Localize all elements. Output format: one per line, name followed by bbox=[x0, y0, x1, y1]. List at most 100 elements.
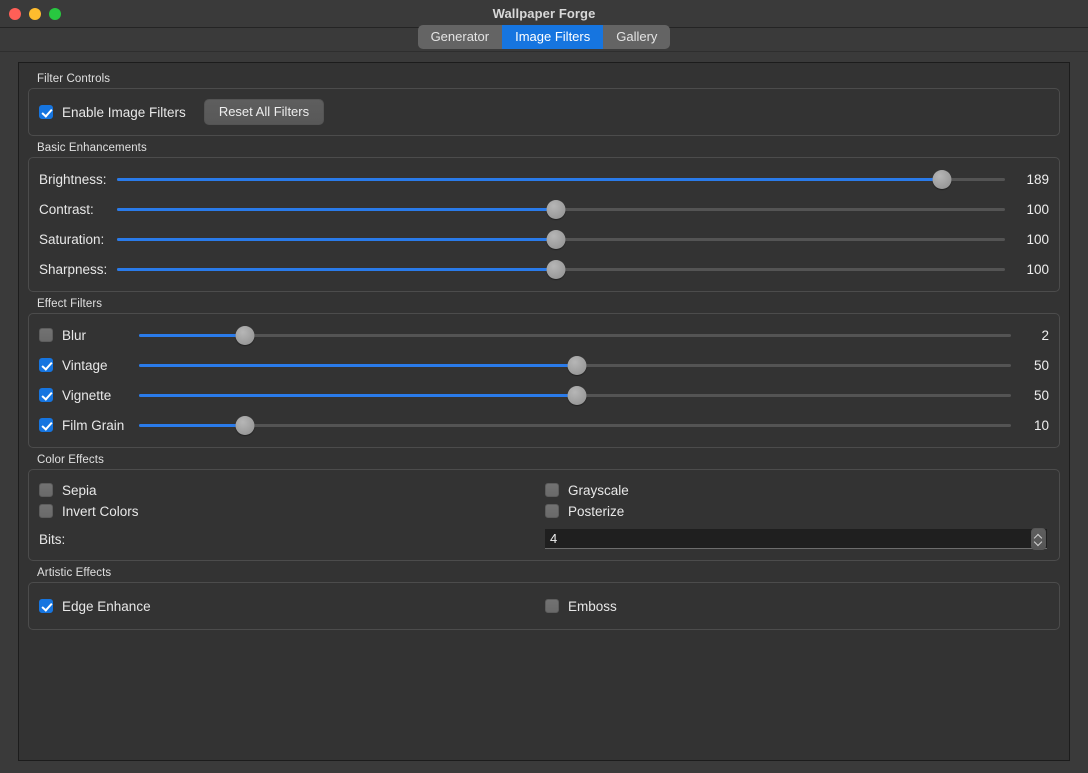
label-blur: Blur bbox=[62, 327, 87, 343]
image-filters-panel: Filter Controls Enable Image Filters Res… bbox=[18, 62, 1070, 761]
label-brightness: Brightness: bbox=[39, 171, 107, 187]
slider-fill-contrast bbox=[117, 207, 556, 211]
row-sepia: Sepia bbox=[39, 480, 545, 500]
maximize-button-icon[interactable] bbox=[49, 7, 61, 20]
group-title-effect-filters: Effect Filters bbox=[37, 298, 103, 310]
tab-gallery[interactable]: Gallery bbox=[603, 25, 671, 49]
slider-saturation[interactable] bbox=[117, 229, 1005, 249]
slider-thumb-vintage[interactable] bbox=[567, 355, 587, 375]
slider-thumb-blur[interactable] bbox=[235, 325, 254, 345]
group-title-artistic-effects: Artistic Effects bbox=[37, 567, 112, 579]
slider-film-grain[interactable] bbox=[139, 415, 1011, 435]
label-contrast: Contrast: bbox=[39, 201, 94, 217]
title-bar: Wallpaper Forge bbox=[0, 0, 1088, 27]
slider-vintage[interactable] bbox=[139, 355, 1011, 375]
slider-vignette[interactable] bbox=[139, 385, 1011, 405]
group-color-effects: Color Effects Sepia Invert Colors bbox=[28, 454, 1060, 561]
slider-fill-blur bbox=[139, 333, 245, 337]
slider-blur[interactable] bbox=[139, 325, 1011, 345]
group-body-artistic-effects: Edge Enhance Emboss bbox=[28, 582, 1060, 630]
value-film-grain: 10 bbox=[1033, 417, 1049, 433]
bits-stepper-buttons[interactable] bbox=[1031, 528, 1046, 550]
group-body-filter-controls: Enable Image Filters Reset All Filters bbox=[28, 88, 1060, 136]
label-grayscale: Grayscale bbox=[568, 482, 629, 498]
slider-thumb-brightness[interactable] bbox=[932, 169, 952, 189]
group-body-basic-enhancements: Brightness: 189 Contrast: 100 bbox=[28, 157, 1060, 292]
label-enable-image-filters: Enable Image Filters bbox=[62, 104, 186, 120]
chevron-down-icon[interactable] bbox=[1035, 540, 1042, 544]
traffic-lights bbox=[9, 7, 61, 20]
row-emboss: Emboss bbox=[545, 596, 1049, 616]
content-area: Filter Controls Enable Image Filters Res… bbox=[0, 52, 1088, 773]
slider-thumb-saturation[interactable] bbox=[546, 229, 566, 249]
tab-generator[interactable]: Generator bbox=[417, 25, 503, 49]
slider-row-sharpness: Sharpness: 100 bbox=[39, 258, 1049, 280]
checkbox-enable-image-filters[interactable] bbox=[39, 105, 53, 119]
slider-row-contrast: Contrast: 100 bbox=[39, 198, 1049, 220]
slider-thumb-contrast[interactable] bbox=[546, 199, 566, 219]
value-vignette: 50 bbox=[1033, 387, 1049, 403]
group-title-color-effects: Color Effects bbox=[37, 454, 104, 466]
value-brightness: 189 bbox=[1026, 171, 1049, 187]
group-filter-controls: Filter Controls Enable Image Filters Res… bbox=[28, 73, 1060, 136]
checkbox-edge-enhance[interactable] bbox=[39, 599, 53, 613]
slider-track-blur bbox=[139, 333, 1011, 337]
value-sharpness: 100 bbox=[1026, 261, 1049, 277]
value-saturation: 100 bbox=[1026, 231, 1049, 247]
minimize-button-icon[interactable] bbox=[29, 7, 41, 20]
value-contrast: 100 bbox=[1026, 201, 1049, 217]
label-film-grain: Film Grain bbox=[62, 417, 125, 433]
checkbox-invert-colors[interactable] bbox=[39, 504, 53, 518]
group-title-filter-controls: Filter Controls bbox=[37, 73, 111, 85]
slider-row-vignette: Vignette 50 bbox=[39, 384, 1049, 406]
group-effect-filters: Effect Filters Blur 2 Vintage bbox=[28, 298, 1060, 448]
slider-row-brightness: Brightness: 189 bbox=[39, 168, 1049, 190]
slider-fill-vignette bbox=[139, 393, 577, 397]
row-posterize: Posterize bbox=[545, 501, 1047, 521]
slider-brightness[interactable] bbox=[117, 169, 1005, 189]
label-invert-colors: Invert Colors bbox=[62, 503, 139, 519]
checkbox-blur[interactable] bbox=[39, 328, 53, 342]
slider-fill-film-grain bbox=[139, 423, 245, 427]
label-vignette: Vignette bbox=[62, 387, 112, 403]
checkbox-posterize[interactable] bbox=[545, 504, 559, 518]
row-invert-colors: Invert Colors bbox=[39, 501, 545, 521]
checkbox-film-grain[interactable] bbox=[39, 418, 53, 432]
group-body-color-effects: Sepia Invert Colors Grayscale bbox=[28, 469, 1060, 561]
slider-sharpness[interactable] bbox=[117, 259, 1005, 279]
slider-row-vintage: Vintage 50 bbox=[39, 354, 1049, 376]
label-emboss: Emboss bbox=[568, 598, 617, 614]
checkbox-grayscale[interactable] bbox=[545, 483, 559, 497]
slider-row-saturation: Saturation: 100 bbox=[39, 228, 1049, 250]
slider-thumb-sharpness[interactable] bbox=[546, 259, 566, 279]
slider-fill-vintage bbox=[139, 363, 577, 367]
reset-all-filters-button[interactable]: Reset All Filters bbox=[203, 99, 325, 125]
slider-contrast[interactable] bbox=[117, 199, 1005, 219]
value-vintage: 50 bbox=[1033, 357, 1049, 373]
group-title-basic-enhancements: Basic Enhancements bbox=[37, 142, 147, 154]
slider-row-blur: Blur 2 bbox=[39, 324, 1049, 346]
label-edge-enhance: Edge Enhance bbox=[62, 598, 151, 614]
value-blur: 2 bbox=[1041, 327, 1049, 343]
bits-stepper[interactable] bbox=[545, 528, 1047, 550]
checkbox-emboss[interactable] bbox=[545, 599, 559, 613]
slider-fill-brightness bbox=[117, 177, 942, 181]
slider-track-film-grain bbox=[139, 423, 1011, 427]
checkbox-sepia[interactable] bbox=[39, 483, 53, 497]
label-vintage: Vintage bbox=[62, 357, 108, 373]
row-grayscale: Grayscale bbox=[545, 480, 1047, 500]
label-sharpness: Sharpness: bbox=[39, 261, 108, 277]
label-bits: Bits: bbox=[39, 531, 66, 547]
close-button-icon[interactable] bbox=[9, 7, 21, 20]
tab-image-filters[interactable]: Image Filters bbox=[502, 25, 604, 49]
label-posterize: Posterize bbox=[568, 503, 625, 519]
checkbox-vignette[interactable] bbox=[39, 388, 53, 402]
group-artistic-effects: Artistic Effects Edge Enhance Emboss bbox=[28, 567, 1060, 630]
label-saturation: Saturation: bbox=[39, 231, 105, 247]
checkbox-vintage[interactable] bbox=[39, 358, 53, 372]
group-basic-enhancements: Basic Enhancements Brightness: 189 Contr… bbox=[28, 142, 1060, 292]
slider-thumb-film-grain[interactable] bbox=[235, 415, 254, 435]
bits-input[interactable] bbox=[545, 529, 1047, 549]
group-body-effect-filters: Blur 2 Vintage 50 bbox=[28, 313, 1060, 448]
slider-thumb-vignette[interactable] bbox=[567, 385, 587, 405]
